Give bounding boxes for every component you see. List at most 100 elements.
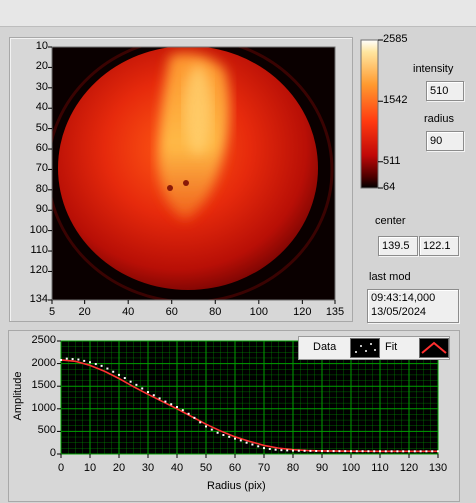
data-point bbox=[263, 447, 265, 450]
data-point bbox=[158, 397, 161, 400]
intensity-indicator[interactable]: 510 bbox=[426, 81, 464, 101]
graph-x-tick-label: 110 bbox=[371, 462, 389, 474]
graph-x-tick-label: 130 bbox=[428, 462, 448, 474]
data-point bbox=[141, 387, 144, 390]
image-y-tick-label: 10 bbox=[35, 40, 48, 52]
colorbar-tick-label: 2585 bbox=[383, 33, 408, 45]
data-point bbox=[251, 443, 254, 446]
data-point bbox=[257, 445, 260, 448]
data-point bbox=[292, 449, 294, 452]
graph-x-tick-label: 10 bbox=[83, 462, 97, 474]
data-point bbox=[437, 450, 439, 453]
last-mod-time: 09:43:14,000 bbox=[371, 292, 436, 304]
center-x-indicator[interactable]: 139.5 bbox=[378, 236, 418, 256]
image-x-tick-label: 100 bbox=[249, 306, 268, 318]
y-axis-title: Amplitude bbox=[12, 371, 24, 421]
image-y-tick-label: 110 bbox=[30, 244, 48, 257]
data-point bbox=[239, 439, 242, 442]
data-point bbox=[205, 425, 207, 428]
data-point bbox=[89, 361, 91, 364]
data-point bbox=[164, 400, 167, 403]
colorbar-ticks bbox=[378, 39, 383, 189]
image-border bbox=[51, 46, 336, 301]
graph-x-tick-label: 30 bbox=[141, 462, 155, 474]
graph-x-tick-label: 20 bbox=[112, 462, 126, 474]
data-point bbox=[367, 450, 370, 453]
image-y-tick-label: 120 bbox=[29, 264, 48, 277]
legend-fit-swatch[interactable] bbox=[419, 338, 449, 358]
data-point bbox=[187, 412, 190, 415]
intensity-label: intensity bbox=[413, 63, 454, 75]
last-mod-date: 13/05/2024 bbox=[371, 306, 427, 318]
data-point bbox=[60, 358, 62, 361]
colorbar-tick-label: 64 bbox=[383, 181, 396, 193]
beam-core bbox=[184, 65, 212, 155]
data-point bbox=[355, 450, 358, 453]
data-point bbox=[245, 441, 248, 444]
data-point bbox=[338, 450, 341, 453]
outer-ring bbox=[52, 47, 334, 300]
last-mod-indicator[interactable]: 09:43:14,000 13/05/2024 bbox=[367, 289, 459, 323]
data-point bbox=[170, 403, 173, 406]
image-x-tick-label: 80 bbox=[209, 306, 222, 318]
graph-x-tick-label: 40 bbox=[170, 462, 184, 474]
legend-data-label: Data bbox=[313, 341, 337, 353]
data-point bbox=[413, 450, 416, 453]
data-point bbox=[384, 450, 387, 453]
data-point bbox=[234, 437, 236, 440]
graph-y-tick-label: 1000 bbox=[31, 401, 56, 414]
data-point bbox=[408, 450, 410, 453]
data-point bbox=[222, 434, 225, 437]
data-point bbox=[268, 448, 271, 451]
dust-spot bbox=[183, 180, 189, 186]
data-point bbox=[176, 405, 178, 408]
data-point bbox=[315, 450, 318, 453]
graph-x-tick-label: 100 bbox=[341, 462, 361, 474]
data-point bbox=[210, 428, 213, 431]
graph-legend[interactable]: Data Fit bbox=[298, 336, 450, 360]
colorbar-tick-label: 511 bbox=[383, 154, 401, 167]
colorbar-tick-label: 1542 bbox=[383, 94, 408, 107]
graph-y-tick-label: 0 bbox=[49, 447, 56, 459]
x-axis-title: Radius (pix) bbox=[207, 480, 266, 492]
image-x-tick-label: 135 bbox=[325, 306, 345, 318]
graph-y-tick-label: 2000 bbox=[31, 356, 56, 369]
center-y-indicator[interactable]: 122.1 bbox=[419, 236, 459, 256]
top-toolbar-strip bbox=[0, 0, 476, 27]
image-y-tick-label: 40 bbox=[35, 101, 48, 114]
graph-axis-ticks bbox=[57, 340, 439, 458]
image-y-tick-label: 80 bbox=[35, 182, 48, 195]
data-point bbox=[83, 359, 86, 362]
colorbar[interactable] bbox=[360, 39, 379, 189]
legend-data-swatch[interactable] bbox=[350, 338, 380, 358]
data-point bbox=[396, 450, 399, 453]
data-point bbox=[373, 450, 376, 453]
data-point bbox=[274, 448, 277, 451]
image-axis-tickmarks bbox=[48, 46, 336, 304]
data-point bbox=[118, 373, 120, 376]
data-point bbox=[147, 391, 149, 394]
data-point bbox=[135, 383, 138, 386]
data-point bbox=[419, 450, 422, 453]
data-point bbox=[100, 364, 103, 367]
data-point bbox=[77, 358, 80, 361]
radius-label: radius bbox=[424, 113, 454, 125]
data-point bbox=[129, 380, 132, 383]
image-x-tick-label: 5 bbox=[48, 306, 56, 318]
dust-spot bbox=[167, 185, 173, 191]
graph-y-tick-label: 1500 bbox=[31, 379, 56, 392]
graph-x-tick-label: 70 bbox=[257, 462, 271, 474]
data-point bbox=[112, 370, 115, 373]
data-point bbox=[425, 450, 428, 453]
data-point bbox=[309, 449, 312, 452]
data-series bbox=[60, 357, 439, 453]
data-point bbox=[193, 416, 196, 419]
image-x-tick-label: 60 bbox=[165, 306, 178, 318]
graph-x-tick-label: 0 bbox=[57, 462, 65, 474]
image-y-tick-label: 70 bbox=[35, 162, 48, 175]
graph-x-tick-label: 50 bbox=[199, 462, 213, 474]
data-point bbox=[344, 450, 347, 453]
radius-indicator[interactable]: 90 bbox=[426, 131, 464, 151]
